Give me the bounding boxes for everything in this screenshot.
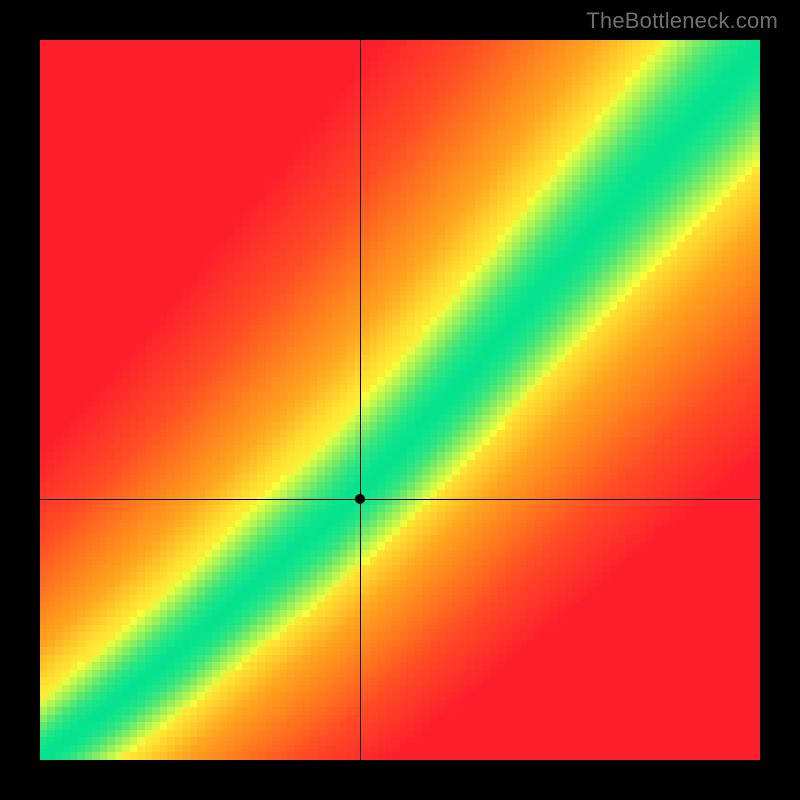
crosshair-horizontal [40, 499, 760, 500]
plot-area [40, 40, 760, 760]
crosshair-vertical [360, 40, 361, 760]
watermark-text: TheBottleneck.com [586, 8, 778, 34]
heatmap-canvas [40, 40, 760, 760]
